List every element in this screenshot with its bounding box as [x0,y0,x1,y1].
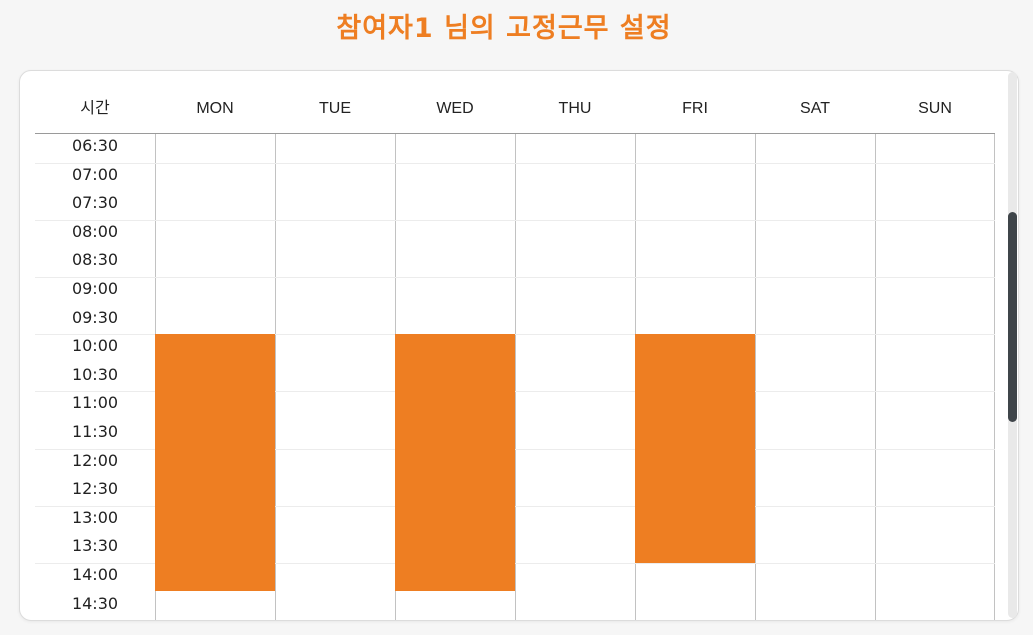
time-label: 12:30 [71,479,119,499]
day-header-tue: TUE [319,100,351,117]
time-label: 13:00 [71,507,119,527]
hour-divider [35,449,995,450]
hour-divider [35,220,995,221]
shift-block-mon[interactable] [155,334,275,591]
page-title: 참여자1 님의 고정근무 설정 [336,13,672,44]
hour-divider [35,506,995,507]
hour-divider [35,334,995,335]
day-header-thu: THU [558,100,592,117]
shift-block-fri[interactable] [635,334,755,563]
day-column-thu[interactable] [515,134,635,620]
day-header-mon: MON [196,100,234,117]
day-column-sun[interactable] [875,134,995,620]
time-label: 11:30 [71,422,119,441]
day-header-sun: SUN [918,100,952,117]
time-label: 09:30 [71,307,119,327]
schedule-panel: 시간 MON TUE WED THU FRI SAT SUN 06:30 07:0… [19,70,1019,621]
hour-divider [35,163,995,164]
hour-divider [35,391,995,392]
time-label: 12:00 [71,450,119,470]
time-column-header: 시간 [80,100,110,117]
time-label: 06:30 [71,136,119,155]
time-label: 14:00 [71,565,119,584]
vertical-scrollbar[interactable] [1008,72,1017,618]
time-label: 09:00 [71,279,119,298]
hour-divider [35,277,995,278]
scrollbar-thumb[interactable] [1008,212,1017,422]
day-header-wed: WED [436,100,474,117]
time-label: 10:30 [71,364,119,384]
day-header-sat: SAT [800,100,830,117]
time-label: 11:00 [71,393,119,413]
time-label: 08:00 [71,221,119,241]
schedule-header-row: 시간 MON TUE WED THU FRI SAT SUN [35,71,995,134]
hour-divider [35,563,995,564]
schedule-grid[interactable]: 06:30 07:00 07:30 08:00 08:30 09:00 09:30 10:00… [35,134,995,620]
day-header-fri: FRI [682,100,708,117]
time-label: 07:30 [71,193,119,213]
time-label: 08:30 [71,250,119,270]
day-column-tue[interactable] [275,134,395,620]
time-label: 14:30 [71,593,119,613]
time-label: 13:30 [71,536,119,556]
shift-block-wed[interactable] [395,334,515,591]
time-label: 10:00 [71,336,119,356]
day-column-sat[interactable] [755,134,875,620]
time-label: 07:00 [71,164,119,184]
